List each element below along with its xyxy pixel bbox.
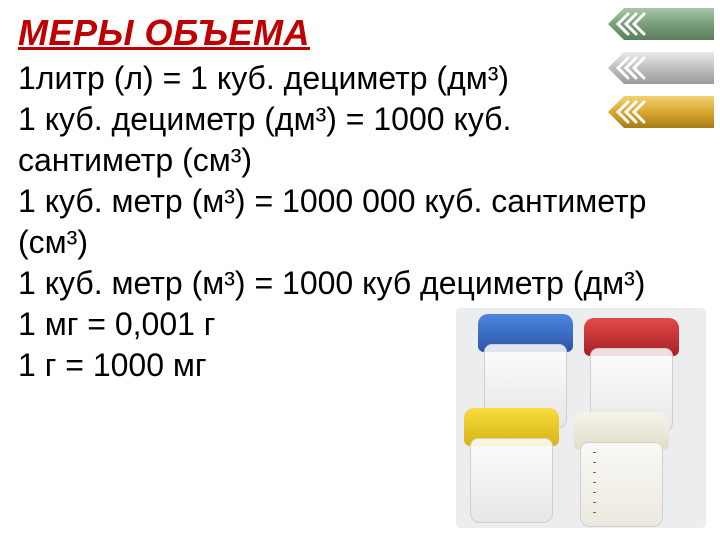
jar-clear	[574, 412, 669, 527]
slide: МЕРЫ ОБЪЕМА 1литр (л) = 1 куб. дециметр …	[0, 0, 720, 540]
chevron-green-icon	[604, 4, 714, 44]
content-line-2: 1 куб. дециметр (дм³) = 1000 куб. сантим…	[18, 99, 578, 181]
jar-yellow	[464, 408, 559, 523]
content-line-3: 1 куб. метр (м³) = 1000 000 куб. сантиме…	[18, 181, 698, 263]
content-line-4: 1 куб. метр (м³) = 1000 куб дециметр (дм…	[18, 263, 698, 304]
containers-photo	[456, 308, 706, 528]
chevron-decor	[604, 4, 714, 132]
slide-title: МЕРЫ ОБЪЕМА	[18, 12, 702, 54]
chevron-silver-icon	[604, 48, 714, 88]
chevron-gold-icon	[604, 92, 714, 132]
content-line-1: 1литр (л) = 1 куб. дециметр (дм³)	[18, 58, 578, 99]
